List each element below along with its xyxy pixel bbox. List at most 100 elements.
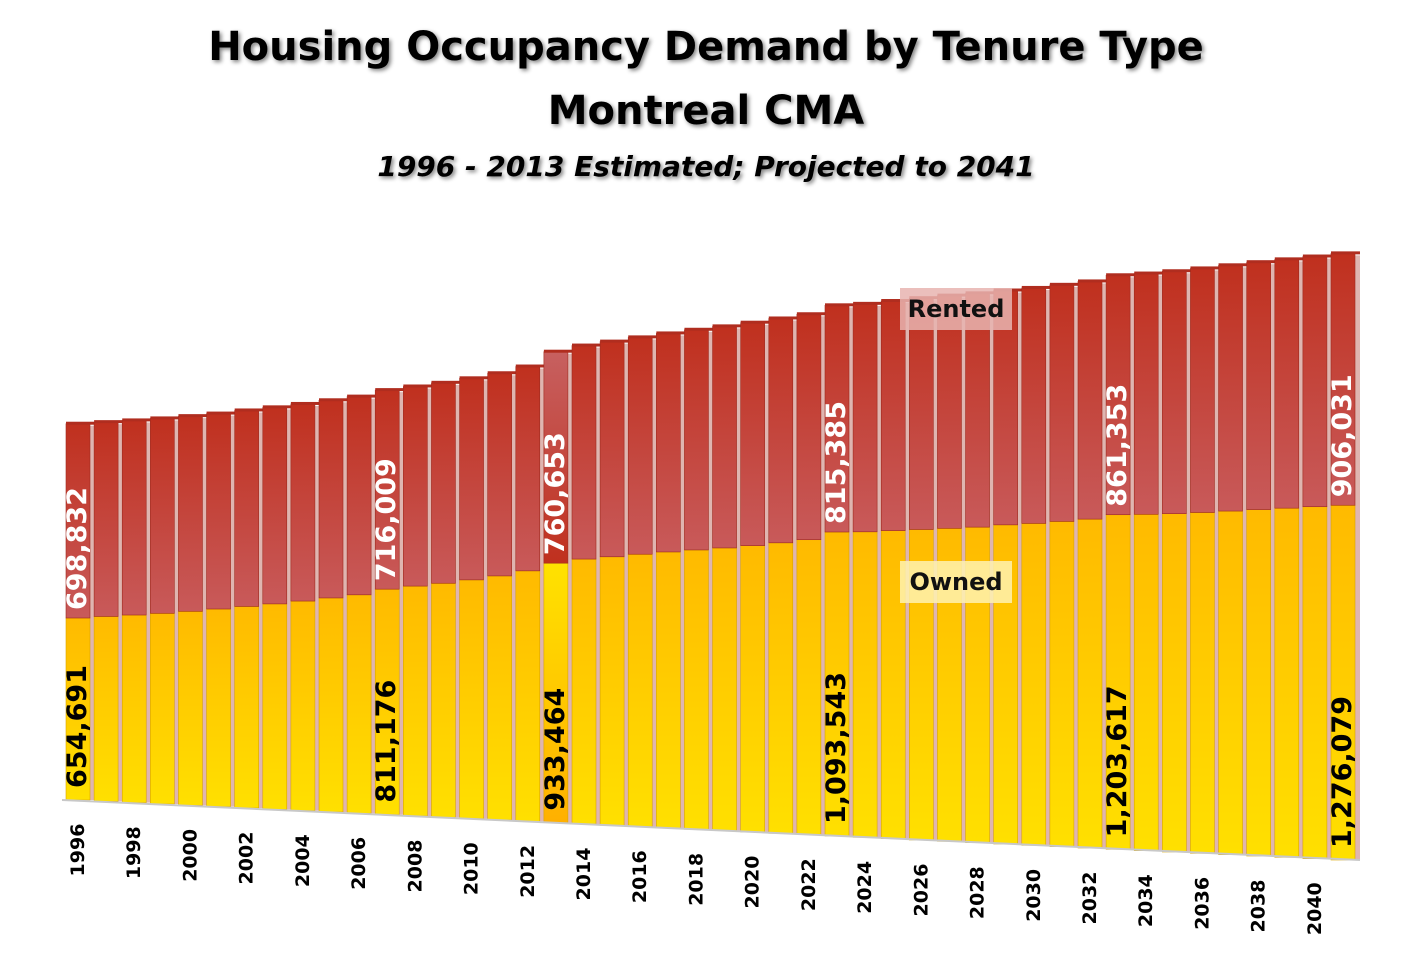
bar-cap-2018: [684, 327, 714, 331]
bar-owned-2037: [1218, 510, 1243, 855]
data-label-rented-2041: 906,031: [1327, 374, 1358, 497]
bar-cap-2011: [487, 371, 517, 375]
bar-owned-2017: [656, 551, 681, 829]
bar-side-2014: [596, 347, 601, 824]
x-tick-label-2004: 2004: [292, 834, 314, 887]
bar-side-1999: [174, 420, 180, 804]
bar-owned-1998: [121, 614, 147, 803]
bar-rented-2009: [431, 382, 456, 584]
bar-rented-1999: [150, 418, 175, 614]
data-label-rented-2033: 861,353: [1102, 384, 1133, 507]
bar-cap-2010: [459, 376, 489, 380]
bar-owned-2018: [684, 549, 709, 830]
bar-rented-2041: [1330, 253, 1356, 506]
bar-owned-2020: [740, 545, 765, 833]
bar-owned-2000: [178, 610, 203, 806]
bar-side-2033: [1130, 277, 1136, 850]
bar-cap-2019: [712, 324, 742, 328]
bar-rented-1997: [93, 421, 119, 617]
bar-side-2040: [1326, 258, 1332, 859]
bar-side-2009: [455, 384, 461, 818]
bar-rented-2027: [937, 295, 962, 529]
bar-owned-1997: [93, 616, 119, 802]
bar-side-2001: [230, 415, 236, 807]
bar-cap-2023: [825, 303, 854, 307]
bar-cap-2014: [572, 343, 601, 347]
bar-rented-2015: [599, 341, 625, 558]
bar-owned-2019: [712, 547, 737, 831]
bar-owned-2035: [1162, 513, 1187, 853]
bar-side-2017: [680, 335, 686, 828]
data-label-rented-1996: 698,832: [62, 487, 93, 610]
data-label-owned-1996: 654,691: [62, 665, 93, 788]
bar-rented-2039: [1274, 259, 1300, 509]
bar-side-2007: [399, 392, 405, 815]
bar-cap-2001: [206, 411, 236, 415]
bar-owned-2002: [234, 606, 259, 809]
data-label-owned-2033: 1,203,617: [1102, 685, 1133, 837]
bar-owned-2001: [206, 608, 231, 807]
x-axis: 1996 1998 2000 2002 2004 2006 2008 2010 2012 2014…: [61, 799, 1361, 935]
bar-owned-2015: [599, 556, 625, 826]
bar-cap-2007: [375, 388, 405, 392]
bar-side-2024: [877, 305, 883, 838]
bar-cap-2041: [1331, 251, 1360, 255]
bar-rented-2006: [346, 396, 372, 596]
bar-cap-2012: [515, 364, 545, 368]
bar-cap-2024: [853, 301, 883, 305]
bar-rented-2007: [374, 389, 400, 590]
x-tick-label-2000: 2000: [179, 829, 201, 882]
bar-side-2004: [314, 405, 320, 811]
chart-subtitle: 1996 - 2013 Estimated; Projected to 2041: [377, 150, 1034, 183]
x-tick-label-2020: 2020: [742, 856, 764, 909]
bar-owned-2040: [1302, 506, 1328, 859]
bar-cap-2003: [262, 405, 292, 409]
bar-rented-2020: [740, 322, 765, 546]
bar-cap-2000: [178, 414, 208, 418]
data-label-owned-2041: 1,276,079: [1327, 696, 1358, 848]
owned-series-label: Owned: [900, 561, 1012, 603]
bar-rented-2013: [543, 351, 569, 564]
bar-rented-2016: [627, 337, 653, 555]
bar-cap-2030: [1021, 285, 1051, 289]
bar-rented-2005: [318, 399, 344, 599]
bar-side-2032: [1102, 283, 1107, 848]
bar-side-2039: [1298, 261, 1304, 858]
bar-side-2031: [1073, 286, 1079, 847]
bar-rented-2034: [1133, 273, 1159, 515]
bar-owned-2009: [431, 582, 456, 818]
bar-side-2023: [849, 307, 854, 837]
bar-cap-2039: [1274, 257, 1304, 261]
bar-rented-2017: [656, 333, 681, 553]
x-tick-label-2016: 2016: [629, 850, 651, 903]
bar-rented-2032: [1077, 281, 1103, 520]
chart-title: Housing Occupancy Demand by Tenure Type: [208, 24, 1204, 70]
data-label-rented-2007: 716,009: [371, 458, 402, 581]
bar-cap-2031: [1049, 282, 1079, 286]
bar-side-2036: [1214, 270, 1220, 854]
x-tick-label-2002: 2002: [236, 832, 258, 885]
bar-rented-2028: [965, 293, 990, 528]
x-tick-label-1996: 1996: [67, 824, 89, 877]
bar-cap-2004: [290, 401, 320, 405]
bar-cap-2017: [656, 331, 686, 335]
bar-side-2005: [343, 402, 348, 812]
data-labels-layer: 698,832 716,009 760,653 815,385 861,353 906,0…: [62, 374, 1358, 848]
data-label-rented-2013: 760,653: [540, 432, 571, 555]
bar-owned-2023: [824, 531, 850, 837]
bar-side-2030: [1045, 289, 1051, 846]
bar-side-2015: [624, 343, 630, 826]
data-label-owned-2007: 811,176: [371, 680, 402, 803]
bar-cap-2009: [431, 380, 461, 384]
x-tick-label-2008: 2008: [404, 840, 426, 893]
bar-cap-2022: [796, 312, 826, 316]
bar-owned-2007: [374, 588, 400, 815]
bar-owned-2030: [1021, 523, 1047, 846]
bar-owned-2022: [796, 539, 822, 835]
bar-rented-2035: [1162, 270, 1187, 514]
bar-side-2038: [1270, 264, 1276, 856]
bar-rented-2014: [571, 345, 597, 560]
bar-cap-2021: [768, 316, 798, 320]
bar-cap-1998: [122, 418, 152, 422]
bar-owned-1999: [150, 612, 175, 805]
